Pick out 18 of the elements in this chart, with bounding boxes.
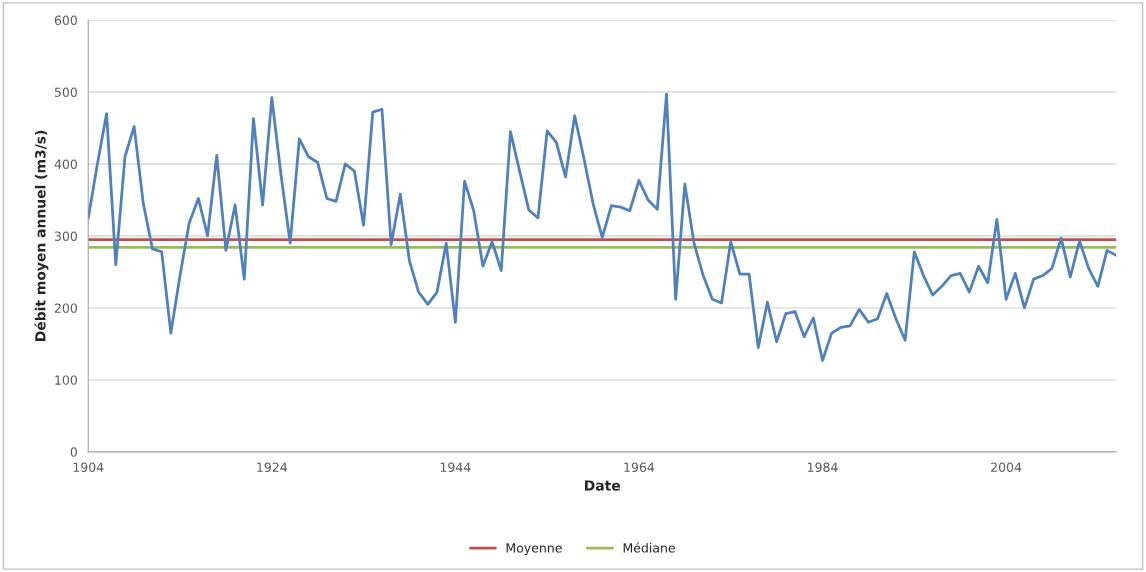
y-tick-label: 100	[55, 375, 77, 385]
x-tick-label: 1964	[624, 462, 655, 472]
x-tick-label: 1924	[257, 462, 288, 472]
line-series	[88, 92, 1117, 362]
y-tick-label: 0	[70, 447, 77, 457]
y-tick-label: 600	[54, 15, 77, 25]
y-axis-title: Débit moyen annuel (m3/s)	[34, 130, 49, 341]
x-tick-label: 1984	[807, 462, 838, 472]
y-tick-label: 500	[54, 87, 77, 97]
x-tick-label: 2004	[991, 462, 1022, 472]
x-tick-label: 1944	[440, 462, 471, 472]
x-tick-label: 1904	[73, 462, 104, 472]
y-tick-label: 200	[54, 303, 77, 313]
y-tick-label: 400	[54, 159, 77, 169]
legend-label: Moyenne	[506, 543, 562, 556]
legend-label: Médiane	[623, 542, 675, 553]
x-axis-title: Date	[585, 480, 621, 491]
y-tick-label: 300	[54, 231, 77, 241]
